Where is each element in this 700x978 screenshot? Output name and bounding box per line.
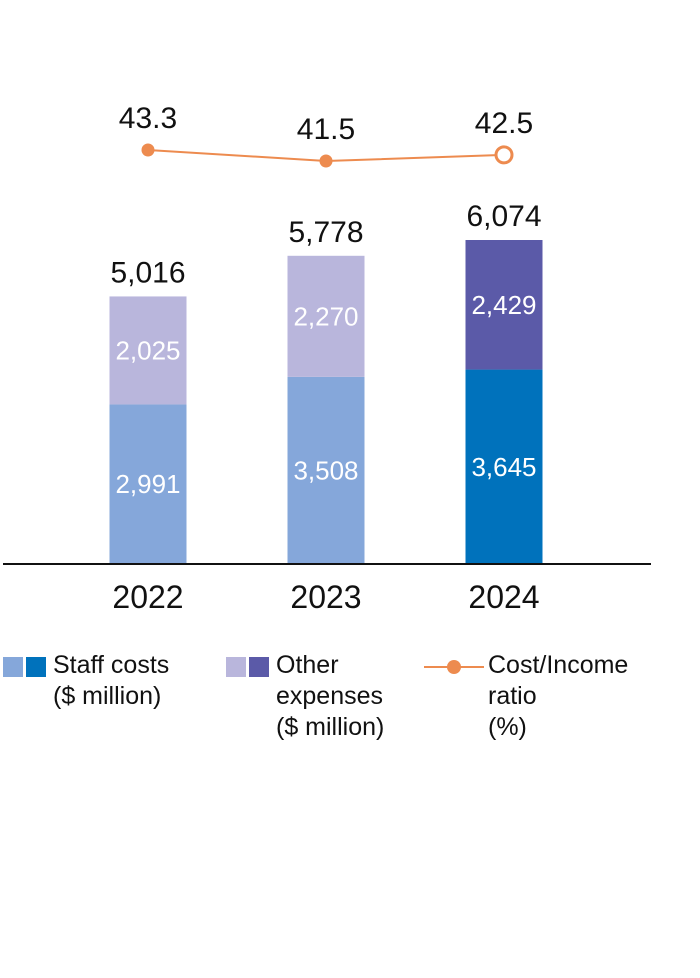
x-tick-label-2022: 2022 (112, 579, 183, 615)
legend-swatch-other-light (226, 657, 246, 677)
x-tick-label-2023: 2023 (290, 579, 361, 615)
bar-other-2024 (465, 240, 543, 370)
legend-label-staff-costs: Staff costs ($ million) (53, 651, 170, 710)
legend-swatch-other-dark (249, 657, 269, 677)
bar-staff-2024 (465, 369, 543, 564)
ratio-label-2022: 43.3 (119, 102, 177, 135)
chart: 2,991 2,025 5,016 2022 3,508 2,270 5,778 2023 3,… (3, 102, 651, 615)
total-label-2024: 6,074 (466, 200, 541, 233)
bar-other-2022 (109, 296, 187, 405)
ratio-label-2023: 41.5 (297, 113, 355, 146)
legend-line-marker (424, 657, 484, 677)
bar-label-other-2022: 2,025 (115, 335, 180, 365)
legend-item-cost-income-ratio: Cost/Income ratio (%) (424, 650, 628, 743)
bar-label-staff-2022: 2,991 (115, 469, 180, 499)
bar-label-staff-2023: 3,508 (293, 455, 358, 485)
legend-label-cost-income-ratio: Cost/Income ratio (%) (488, 651, 629, 741)
ratio-point-2023 (319, 154, 333, 168)
legend-label-other-expenses: Other expenses ($ million) (276, 651, 385, 741)
bar-label-staff-2024: 3,645 (471, 452, 536, 482)
bar-label-other-2023: 2,270 (293, 301, 358, 331)
total-label-2022: 5,016 (110, 256, 185, 289)
legend-item-staff-costs: Staff costs ($ million) (3, 650, 169, 712)
legend: Staff costs ($ million) Other expenses (… (0, 650, 700, 760)
legend-swatch-staff-dark (26, 657, 46, 677)
ratio-label-2024: 42.5 (475, 107, 533, 140)
ratio-point-2022 (141, 143, 155, 157)
legend-swatch-staff-light (3, 657, 23, 677)
bar-staff-2023 (287, 376, 365, 564)
bar-staff-2022 (109, 404, 187, 564)
legend-item-other-expenses: Other expenses ($ million) (226, 650, 384, 743)
bar-label-other-2024: 2,429 (471, 290, 536, 320)
bar-other-2023 (287, 255, 365, 377)
total-label-2023: 5,778 (288, 216, 363, 249)
ratio-point-2024 (494, 145, 514, 165)
x-tick-label-2024: 2024 (468, 579, 539, 615)
